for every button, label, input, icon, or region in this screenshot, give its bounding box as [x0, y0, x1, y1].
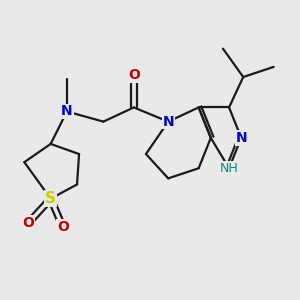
Text: O: O	[57, 220, 69, 234]
Text: S: S	[45, 191, 56, 206]
Text: N: N	[61, 104, 73, 118]
Text: N: N	[162, 115, 174, 129]
Text: N: N	[236, 131, 247, 145]
Text: NH: NH	[220, 162, 238, 175]
Text: O: O	[128, 68, 140, 82]
Text: O: O	[22, 216, 34, 230]
